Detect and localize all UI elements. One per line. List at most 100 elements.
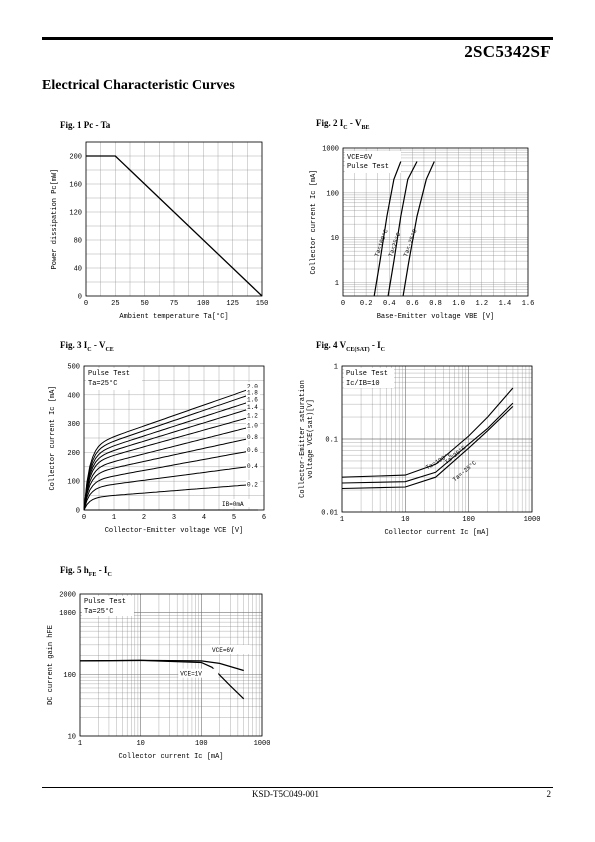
fig2-x-tick-label: 1.4 (499, 300, 512, 308)
fig2-x-tick-label: 1.0 (452, 300, 465, 308)
fig4-annotation: Ic/IB=10 (346, 380, 380, 388)
fig2-y-tick-label: 100 (326, 190, 339, 198)
fig3-series-label-bg (246, 445, 260, 454)
fig3-series-label: 1.0 (247, 423, 258, 430)
fig3-series-label-bg (246, 421, 260, 430)
fig3-series-line (83, 449, 259, 511)
fig3-series-label-bg (246, 402, 260, 411)
fig2-x-tick-label: 0.2 (360, 300, 373, 308)
fig3-x-tick-label: 5 (232, 514, 236, 522)
fig5-y-tick-label: 100 (63, 672, 76, 680)
fig4-series-line (341, 402, 514, 484)
fig5-x-tick-label: 1000 (254, 740, 271, 748)
fig3-series-label: 0.8 (247, 434, 258, 441)
fig4-y-tick-label: 0.1 (325, 437, 338, 445)
fig3-y-tick-label: 300 (67, 421, 80, 429)
fig3-series-line (83, 391, 259, 511)
fig3-y-tick-label: 200 (67, 450, 80, 458)
fig2-x-tick-label: 0.4 (383, 300, 396, 308)
fig4-x-tick-label: 1000 (524, 516, 541, 524)
fig3-series-label: 1.4 (247, 404, 258, 411)
fig1-x-tick-label: 100 (197, 300, 210, 308)
fig1-title: Fig. 1 Pc - Ta (60, 120, 111, 130)
fig2-x-tick-label: 1.2 (475, 300, 488, 308)
fig3-y-tick-label: 0 (76, 508, 80, 516)
fig2-frame (342, 147, 529, 297)
fig1-y-tick-label: 40 (74, 266, 82, 274)
fig2-x-tick-label: 1.6 (522, 300, 535, 308)
fig3-series-line (83, 424, 259, 511)
fig4-legend-box (344, 368, 394, 388)
fig4-series-line (341, 406, 514, 490)
footer-rule (42, 787, 553, 788)
fig1-frame (85, 141, 263, 297)
fig5-series-label: VCE=6V (212, 647, 234, 654)
fig5-y-tick-label: 2000 (59, 592, 76, 600)
fig3-series-label-bg (246, 480, 260, 489)
fig5-legend-box (82, 596, 134, 616)
fig3-series-label-bg (246, 410, 260, 419)
fig5-series-label-bg (178, 668, 219, 678)
fig4-frame (341, 365, 533, 513)
fig3-x-tick-label: 4 (202, 514, 206, 522)
fig2-y-tick-label: 10 (331, 235, 339, 243)
fig5-series-line (79, 659, 245, 700)
fig3-ib-label: IB=0mA (222, 501, 244, 508)
fig4-x-tick-label: 100 (462, 516, 475, 524)
fig3-series-label: 1.8 (247, 389, 258, 396)
fig3-series-line (83, 405, 259, 511)
fig3-series-label: 0.4 (247, 463, 258, 470)
fig3-series-line (83, 464, 259, 511)
fig3-y-axis-label: Collector current Ic [mA] (49, 385, 57, 490)
fig2-legend-box (345, 151, 401, 173)
fig5-series-label: VCE=1V (180, 671, 202, 678)
fig1-x-tick-label: 150 (256, 300, 269, 308)
fig5-annotation: Ta=25°C (84, 607, 113, 616)
fig3-series-label: 0.6 (247, 447, 258, 454)
fig3-series-line (83, 398, 259, 511)
fig1-x-tick-label: 50 (140, 300, 148, 308)
fig4-title: Fig. 4 VCE(SAT) - IC (316, 340, 385, 353)
fig2-annotation: VCE=6V (347, 154, 373, 162)
fig3-series-label: 0.2 (247, 482, 258, 489)
fig2-annotation: Pulse Test (347, 163, 389, 171)
fig5-x-tick-label: 1 (78, 740, 82, 748)
fig5-title: Fig. 5 hFE - IC (60, 565, 112, 578)
fig3-legend-box (86, 368, 142, 390)
fig3-series-label-bg (246, 432, 260, 441)
fig4-annotation: Pulse Test (346, 370, 388, 378)
fig3-series-line (83, 414, 259, 511)
fig4-y-axis-label: voltage VCE(sat)[V] (307, 399, 315, 479)
fig3-series-line (83, 385, 259, 511)
section-title: Electrical Characteristic Curves (42, 78, 235, 93)
fig5-y-tick-label: 1000 (59, 610, 76, 618)
fig5-x-axis-label: Collector current Ic [mA] (118, 753, 223, 761)
fig3-series-label-bg (246, 387, 260, 396)
fig1-x-axis-label: Ambient temperature Ta[°C] (119, 312, 228, 321)
fig3-annotation: Ta=25°C (88, 379, 117, 388)
fig3-series-label-bg (246, 382, 260, 391)
fig5-y-tick-label: 10 (68, 734, 76, 742)
fig5-series-line (79, 659, 244, 672)
footer-doc-number: KSD-T5C049-001 (252, 789, 319, 799)
fig3-series-label-bg (246, 395, 260, 404)
fig5-x-tick-label: 100 (195, 740, 208, 748)
fig3-x-tick-label: 0 (82, 514, 86, 522)
fig2-x-tick-label: 0.6 (406, 300, 419, 308)
fig3-x-tick-label: 2 (142, 514, 146, 522)
fig2-y-axis-label: Collector current Ic [mA] (310, 169, 318, 274)
fig3-series-label: 2.0 (247, 384, 258, 391)
fig3-series-label: 1.6 (247, 397, 258, 404)
fig2-y-tick-label: 1000 (322, 146, 339, 154)
fig3-x-tick-label: 3 (172, 514, 176, 522)
fig4-y-tick-label: 0.01 (321, 510, 338, 518)
fig3-y-tick-label: 400 (67, 392, 80, 400)
fig3-series-line (83, 483, 259, 511)
part-number: 2SC5342SF (464, 42, 551, 61)
fig1-y-tick-label: 120 (69, 210, 82, 218)
fig1-y-tick-label: 0 (78, 294, 82, 302)
footer-page-number: 2 (546, 789, 552, 799)
fig2-series-line (373, 161, 402, 297)
fig3-ib-label-bg (220, 499, 253, 507)
fig1-y-axis-label: Power dissipation Pc[mW] (51, 169, 59, 270)
